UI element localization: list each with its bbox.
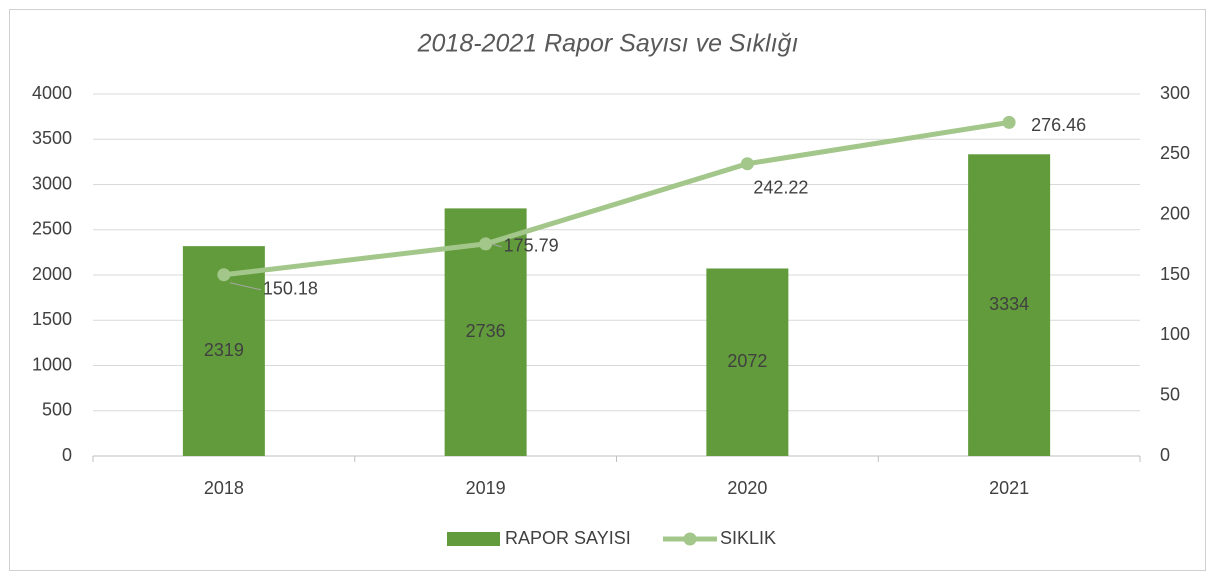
y2-tick-label: 150 xyxy=(1160,264,1190,284)
y-tick-label: 2000 xyxy=(32,264,72,284)
x-tick-label: 2020 xyxy=(727,478,767,498)
leader-line xyxy=(491,243,502,248)
x-tick-label: 2019 xyxy=(466,478,506,498)
y2-tick-label: 100 xyxy=(1160,324,1190,344)
y-tick-label: 3000 xyxy=(32,173,72,193)
y-tick-label: 1500 xyxy=(32,309,72,329)
line-value-label: 276.46 xyxy=(1031,115,1086,135)
bar xyxy=(968,154,1051,456)
line-value-label: 175.79 xyxy=(504,236,559,256)
line-marker xyxy=(479,237,493,251)
y-tick-label: 500 xyxy=(42,400,72,420)
x-tick-label: 2018 xyxy=(204,478,244,498)
y2-tick-label: 300 xyxy=(1160,83,1190,103)
y2-tick-label: 250 xyxy=(1160,143,1190,163)
bar-value-label: 2319 xyxy=(204,340,244,360)
y-tick-label: 4000 xyxy=(32,83,72,103)
line-value-label: 242.22 xyxy=(753,177,808,197)
line-value-label: 150.18 xyxy=(263,279,318,299)
y-tick-label: 2500 xyxy=(32,219,72,239)
line-marker xyxy=(217,268,231,282)
y-tick-label: 3500 xyxy=(32,128,72,148)
y-tick-label: 0 xyxy=(62,445,72,465)
chart-title: 2018-2021 Rapor Sayısı ve Sıklığı xyxy=(417,30,799,58)
y-tick-label: 1000 xyxy=(32,354,72,374)
bar xyxy=(706,268,789,456)
legend-label: RAPOR SAYISI xyxy=(505,528,631,548)
line-marker xyxy=(740,157,754,171)
y2-tick-label: 50 xyxy=(1160,384,1180,404)
legend-label: SIKLIK xyxy=(720,528,776,548)
y2-tick-label: 0 xyxy=(1160,445,1170,465)
line-marker xyxy=(1002,115,1016,129)
x-tick-label: 2021 xyxy=(989,478,1029,498)
line xyxy=(223,119,1010,278)
bar-value-label: 2736 xyxy=(466,321,506,341)
bar-value-label: 2072 xyxy=(727,351,767,371)
leader-line xyxy=(229,282,261,291)
legend-swatch xyxy=(447,532,500,546)
bar-value-label: 3334 xyxy=(989,294,1029,314)
y2-tick-label: 200 xyxy=(1160,203,1190,223)
legend-marker xyxy=(683,532,697,546)
